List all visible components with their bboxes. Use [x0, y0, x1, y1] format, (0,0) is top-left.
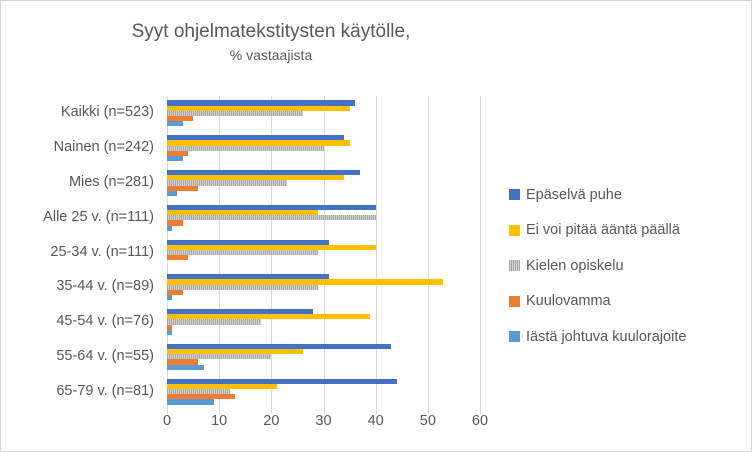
legend-label: Epäselvä puhe	[526, 186, 622, 203]
value-tick-label: 0	[162, 413, 172, 429]
category-label: 45-54 v. (n=76)	[56, 313, 154, 330]
bar-3-row-4[interactable]	[167, 215, 376, 221]
bar-4-row-2[interactable]	[167, 150, 188, 156]
bar-4-row-6[interactable]	[167, 289, 183, 296]
legend-item-5[interactable]: Iästä johtuva kuulorajoite	[509, 326, 686, 347]
bar-3-row-3[interactable]	[167, 180, 287, 186]
bar-3-row-6[interactable]	[167, 284, 319, 290]
chart-legend: Epäselvä puhe Ei voi pitää ääntä päällä Ki…	[509, 184, 686, 362]
bar-3-row-1[interactable]	[167, 110, 303, 116]
bar-1-row-8[interactable]	[167, 343, 392, 350]
bar-5-row-9[interactable]	[167, 399, 214, 405]
axis-tickmark	[323, 409, 325, 414]
bar-2-row-7[interactable]	[167, 314, 371, 320]
category-label: Nainen (n=242)	[53, 139, 154, 156]
bar-3-row-9[interactable]	[167, 389, 230, 395]
bar-5-row-3[interactable]	[167, 190, 178, 196]
bar-1-row-7[interactable]	[167, 309, 314, 315]
bar-3-row-5[interactable]	[167, 249, 319, 256]
value-tick-label: 30	[315, 413, 332, 429]
bar-2-row-8[interactable]	[167, 349, 303, 355]
legend-swatch	[509, 295, 520, 307]
bar-1-row-9[interactable]	[167, 378, 397, 384]
chart-subtitle: % vastaajista	[229, 47, 313, 63]
value-tick-label: 60	[471, 413, 489, 429]
bar-5-row-1[interactable]	[167, 121, 183, 127]
chart-title-block: Syyt ohjelmatekstitysten käytölle, % vas…	[1, 19, 541, 65]
bar-4-row-3[interactable]	[167, 185, 199, 191]
axis-tickmark	[480, 409, 481, 414]
bar-4-row-7[interactable]	[167, 324, 173, 330]
bar-2-row-9[interactable]	[167, 383, 277, 389]
bar-5-row-6[interactable]	[167, 295, 173, 301]
bar-1-row-5[interactable]	[167, 239, 329, 245]
legend-swatch	[509, 224, 520, 236]
gridline	[427, 96, 429, 409]
legend-swatch	[509, 331, 520, 342]
bar-2-row-2[interactable]	[167, 140, 350, 146]
value-axis-labels: 0 10 20 30 40 50 60	[1, 413, 751, 433]
axis-tickmark	[271, 409, 273, 414]
legend-swatch	[509, 189, 520, 200]
value-tick-label: 10	[211, 413, 228, 429]
legend-label: Kielen opiskelu	[526, 257, 624, 274]
legend-item-1[interactable]: Epäselvä puhe	[509, 184, 686, 205]
bar-4-row-5[interactable]	[167, 255, 188, 261]
bar-2-row-4[interactable]	[167, 209, 319, 216]
legend-label: Kuulovamma	[526, 293, 611, 309]
bar-1-row-3[interactable]	[167, 169, 361, 176]
category-label: 25-34 v. (n=111)	[50, 243, 154, 260]
legend-label: Iästä johtuva kuulorajoite	[526, 328, 687, 345]
legend-item-3[interactable]: Kielen opiskelu	[509, 255, 686, 276]
category-label: Kaikki (n=523)	[60, 104, 154, 121]
bar-1-row-6[interactable]	[167, 274, 329, 280]
bar-5-row-4[interactable]	[167, 225, 173, 231]
bar-4-row-8[interactable]	[167, 359, 199, 365]
bar-3-row-7[interactable]	[167, 319, 261, 325]
category-label: 55-64 v. (n=55)	[56, 347, 154, 364]
category-label: 35-44 v. (n=89)	[56, 278, 154, 295]
gridline	[323, 96, 325, 409]
category-label: 65-79 v. (n=81)	[56, 382, 154, 399]
legend-label: Ei voi pitää ääntä päällä	[526, 222, 680, 238]
value-tick-label: 20	[263, 413, 280, 429]
legend-item-4[interactable]: Kuulovamma	[509, 291, 686, 312]
bar-2-row-3[interactable]	[167, 175, 345, 181]
bar-3-row-2[interactable]	[167, 145, 324, 151]
bar-2-row-6[interactable]	[167, 279, 444, 285]
axis-tickmark	[167, 409, 168, 414]
chart-title: Syyt ohjelmatekstitysten käytölle,	[131, 21, 411, 42]
axis-tickmark	[219, 409, 221, 414]
value-tick-label: 50	[419, 413, 436, 429]
bar-1-row-2[interactable]	[167, 135, 345, 141]
bar-1-row-1[interactable]	[167, 100, 355, 106]
gridline	[480, 96, 481, 409]
axis-tickmark	[375, 409, 377, 414]
bar-4-row-9[interactable]	[167, 394, 235, 400]
category-label: Mies (n=281)	[68, 173, 154, 190]
bar-3-row-8[interactable]	[167, 354, 272, 360]
category-label: Alle 25 v. (n=111)	[43, 208, 154, 225]
plot-area	[167, 96, 481, 414]
bar-2-row-5[interactable]	[167, 244, 376, 250]
legend-swatch	[509, 260, 520, 271]
bar-2-row-1[interactable]	[167, 105, 350, 111]
bar-5-row-2[interactable]	[167, 155, 183, 162]
bar-1-row-4[interactable]	[167, 204, 376, 210]
gridline	[375, 96, 377, 409]
axis-tickmark	[427, 409, 429, 414]
bar-5-row-8[interactable]	[167, 364, 204, 370]
legend-item-2[interactable]: Ei voi pitää ääntä päällä	[509, 220, 686, 241]
category-axis-labels: Kaikki (n=523) Nainen (n=242) Mies (n=281)…	[1, 96, 158, 409]
bar-4-row-4[interactable]	[167, 220, 183, 226]
value-tick-label: 40	[367, 413, 384, 429]
bar-5-row-7[interactable]	[167, 329, 173, 336]
bar-4-row-1[interactable]	[167, 115, 194, 122]
